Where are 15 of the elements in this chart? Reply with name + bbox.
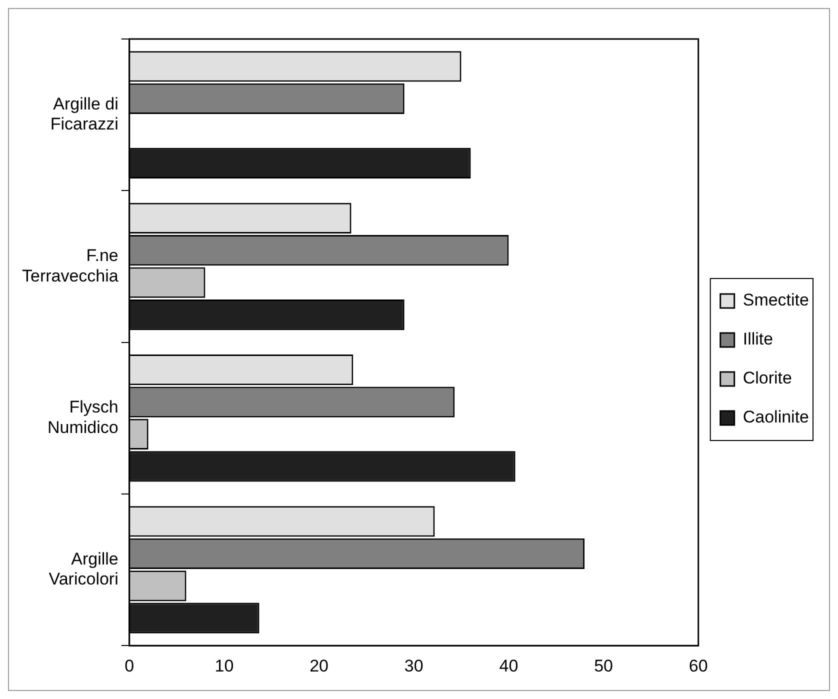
x-tick-label: 40 — [499, 656, 518, 676]
legend-label: Smectite — [742, 290, 809, 310]
y-tick-label: Argille di Ficarazzi — [50, 94, 118, 134]
x-tick-label: 60 — [688, 656, 708, 676]
legend-label: Illite — [742, 330, 774, 349]
y-tick-label: Flysch Numidico — [48, 398, 118, 438]
x-tick-label: 20 — [310, 656, 328, 676]
legend-label: Caolinite — [742, 408, 810, 427]
x-tick-label: 50 — [594, 656, 613, 676]
x-tick-label: 10 — [214, 656, 234, 676]
legend-label: Clorite — [742, 368, 792, 388]
y-tick-label: Argille Varicolori — [48, 549, 118, 589]
x-tick-label: 30 — [404, 656, 424, 676]
x-tick-label: 0 — [124, 656, 134, 676]
y-tick-label: F.ne Terravecchia — [22, 246, 119, 286]
